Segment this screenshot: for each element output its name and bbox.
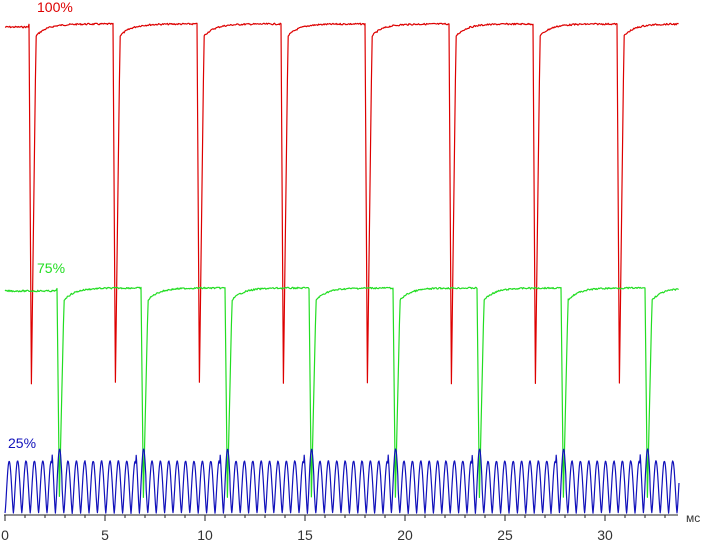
x-axis-ticks: 0 5 10 15 20 25 30	[1, 515, 666, 543]
series-label-100: 100%	[37, 0, 73, 15]
series-line-75	[4, 286, 679, 499]
series-line-100	[4, 22, 679, 385]
series-label-75: 75%	[37, 260, 65, 276]
x-tick-label-25: 25	[497, 527, 513, 543]
series-label-25: 25%	[8, 435, 36, 451]
x-tick-label-20: 20	[397, 527, 413, 543]
x-tick-label-5: 5	[101, 527, 109, 543]
series-layer	[4, 22, 680, 514]
x-axis-unit-label: мс	[686, 511, 700, 525]
x-tick-label-15: 15	[297, 527, 313, 543]
x-tick-label-0: 0	[1, 527, 9, 543]
x-tick-label-30: 30	[597, 527, 613, 543]
x-tick-label-10: 10	[197, 527, 213, 543]
series-line-25	[4, 448, 680, 514]
